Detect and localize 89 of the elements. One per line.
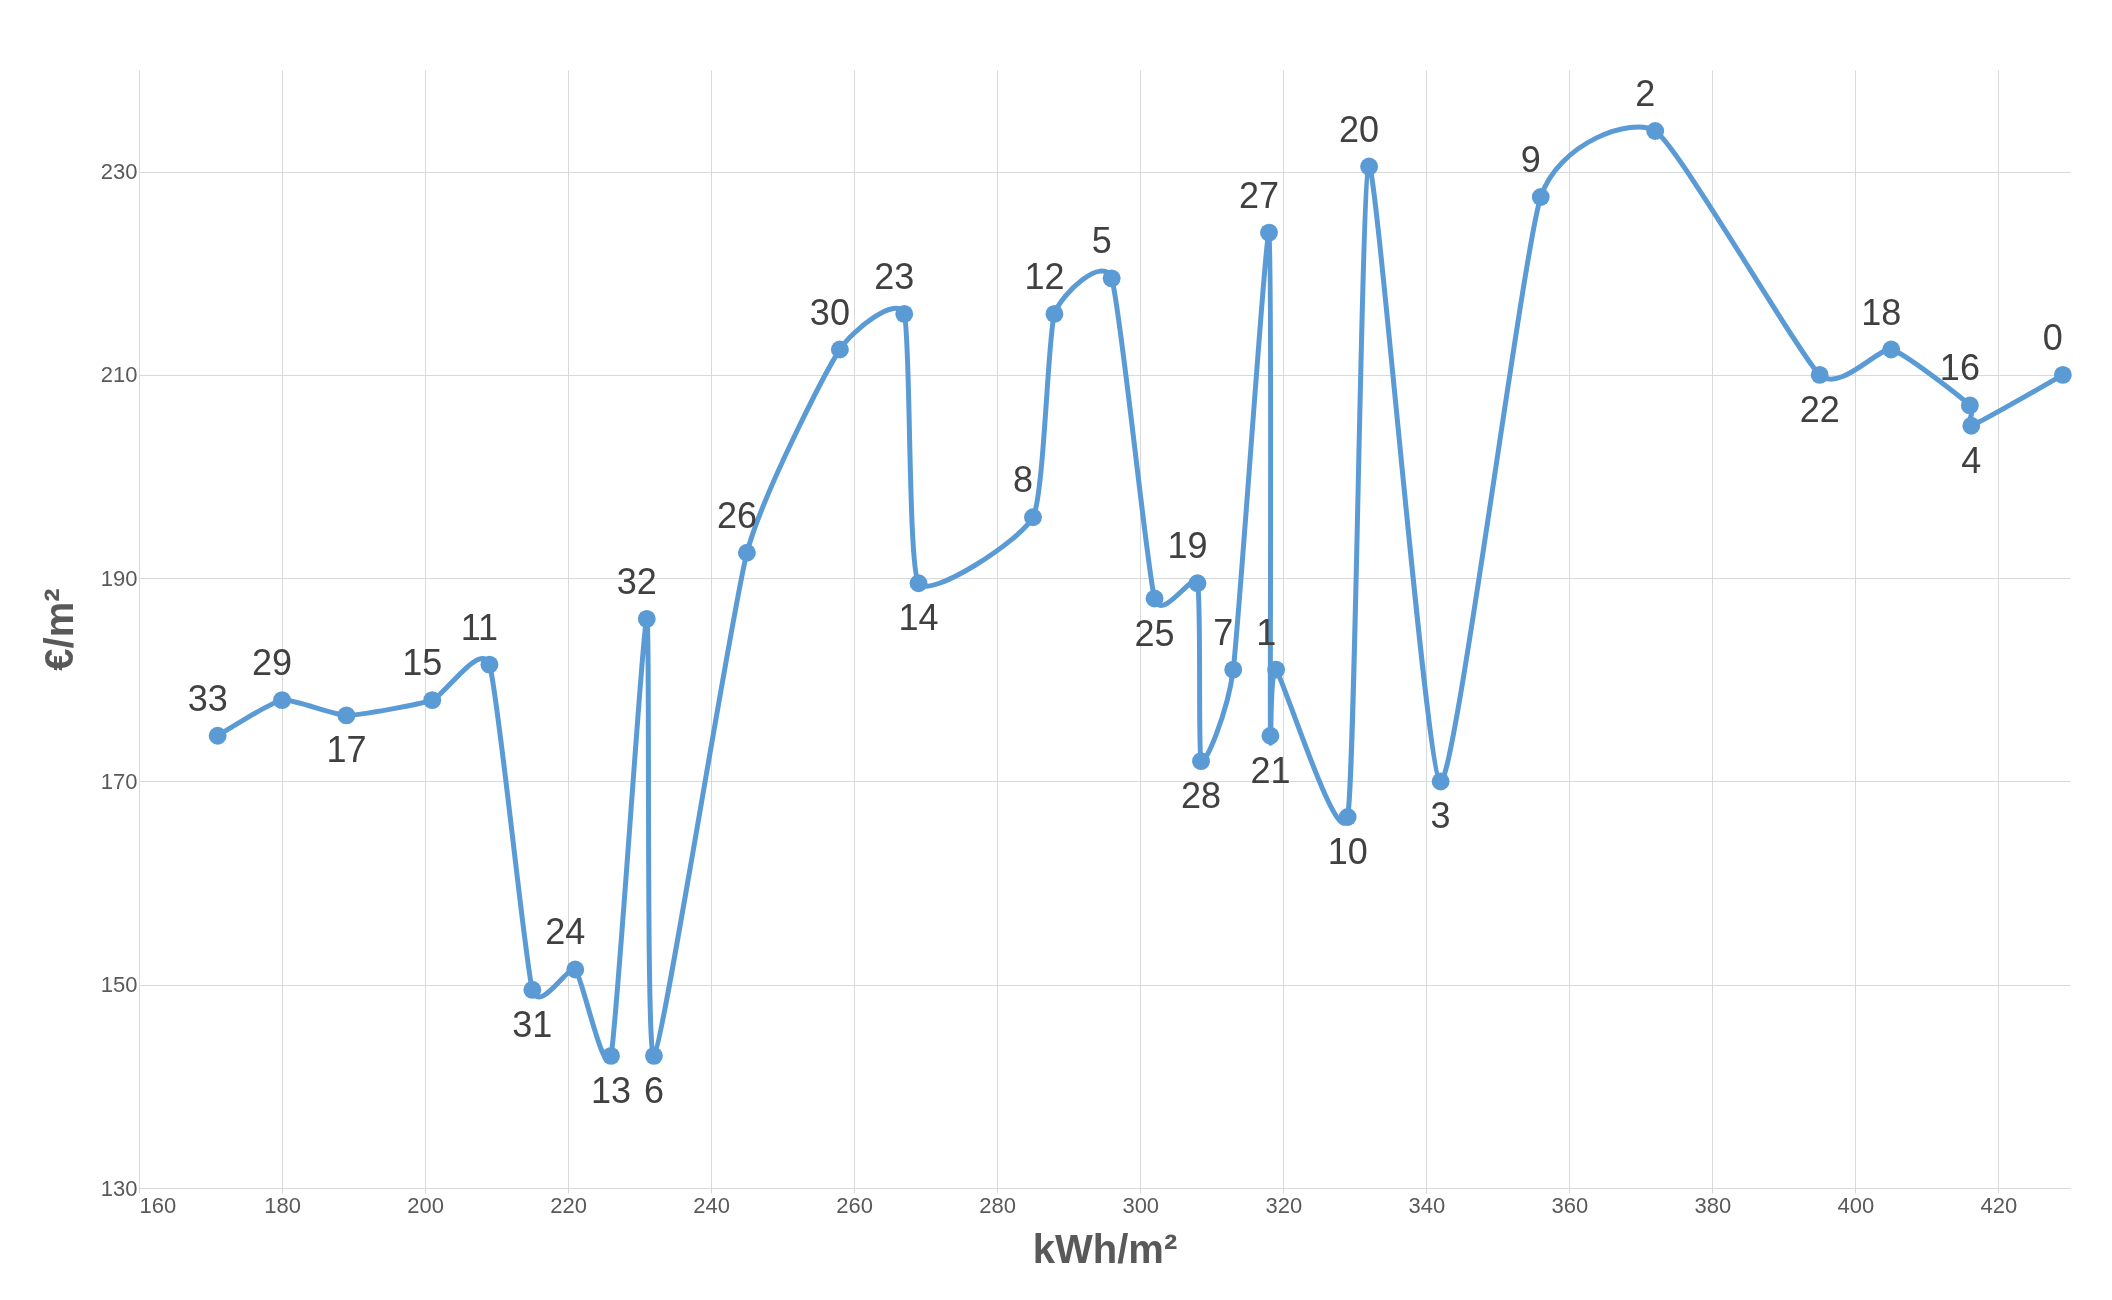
- annotation: 17: [326, 729, 367, 771]
- annotation: 25: [1134, 612, 1175, 654]
- x-tick-label: 400: [1837, 1192, 1875, 1218]
- point: [909, 574, 928, 593]
- annotation: 16: [1939, 347, 1980, 389]
- y-tick-label: 150: [100, 972, 138, 998]
- point: [1188, 574, 1207, 593]
- point: [480, 655, 499, 674]
- x-axis-title: kWh/m²: [1032, 1226, 1178, 1271]
- annotation: 11: [460, 606, 499, 648]
- y-axis-title: €/m²: [36, 588, 81, 671]
- annotation: 13: [591, 1069, 632, 1111]
- x-tick-label: 420: [1980, 1192, 2018, 1218]
- point: [1360, 157, 1379, 176]
- annotation: 6: [643, 1069, 664, 1111]
- x-tick-label: 380: [1694, 1192, 1732, 1218]
- annotation: 10: [1327, 831, 1368, 873]
- point: [1882, 340, 1901, 359]
- x-tick-label: 180: [264, 1192, 301, 1218]
- annotation: 3: [1430, 795, 1451, 837]
- annotation: 28: [1181, 775, 1222, 817]
- annotation: 29: [252, 642, 293, 684]
- point: [1260, 223, 1278, 242]
- y-tick-label: 190: [100, 565, 138, 591]
- point: [644, 1046, 663, 1065]
- y-tick-label: 210: [100, 362, 138, 388]
- annotation: 23: [874, 255, 915, 297]
- point: [1810, 365, 1829, 384]
- annotation: 8: [1012, 459, 1033, 501]
- x-tick-label: 160: [139, 1192, 177, 1218]
- annotation: 20: [1339, 108, 1380, 150]
- point: [895, 305, 914, 323]
- annotation: 24: [545, 911, 586, 953]
- annotation: 30: [809, 291, 850, 333]
- point: [637, 609, 656, 628]
- annotation: 26: [716, 494, 757, 536]
- annotation: 15: [402, 642, 443, 684]
- point: [1192, 752, 1210, 771]
- point: [423, 691, 442, 710]
- point: [1960, 396, 1979, 415]
- point: [1962, 416, 1981, 435]
- annotation: 31: [512, 1003, 553, 1045]
- x-tick-label: 260: [836, 1192, 874, 1218]
- x-tick-label: 340: [1408, 1192, 1446, 1218]
- point: [2053, 365, 2072, 384]
- x-tick-label: 300: [1122, 1192, 1160, 1218]
- annotation: 9: [1520, 139, 1541, 181]
- point: [1338, 808, 1357, 826]
- annotation: 5: [1091, 220, 1112, 262]
- point: [566, 960, 585, 979]
- x-tick-label: 280: [979, 1192, 1017, 1218]
- y-tick-label: 130: [100, 1175, 138, 1201]
- point: [830, 340, 849, 359]
- annotation: 0: [2042, 316, 2063, 358]
- point: [1102, 269, 1121, 288]
- annotation: 18: [1861, 291, 1902, 333]
- point: [1224, 660, 1243, 679]
- x-tick-label: 320: [1265, 1192, 1303, 1218]
- y-tick-label: 230: [100, 159, 138, 185]
- annotation: 21: [1250, 749, 1291, 791]
- point: [523, 980, 542, 999]
- x-tick-label: 240: [693, 1192, 731, 1218]
- annotation: 19: [1167, 525, 1208, 567]
- point: [1431, 772, 1450, 791]
- annotation: 14: [898, 597, 939, 639]
- annotation: 33: [187, 677, 228, 719]
- x-tick-label: 360: [1551, 1192, 1589, 1218]
- point: [1045, 305, 1064, 323]
- point: [337, 706, 356, 725]
- point: [1531, 188, 1550, 206]
- x-tick-label: 220: [550, 1192, 587, 1218]
- annotation: 4: [1961, 439, 1982, 481]
- point: [273, 691, 291, 710]
- point: [1145, 589, 1164, 608]
- point: [1646, 122, 1665, 140]
- x-tick-label: 200: [407, 1192, 444, 1218]
- point: [1261, 726, 1280, 745]
- annotation: 7: [1213, 611, 1234, 653]
- point: [602, 1046, 620, 1065]
- y-tick-label: 170: [100, 768, 138, 794]
- point: [737, 543, 756, 562]
- annotation: 27: [1238, 174, 1280, 216]
- point: [208, 726, 227, 745]
- annotation: 12: [1024, 255, 1065, 297]
- point: [1267, 660, 1286, 679]
- annotation: 32: [616, 560, 657, 602]
- annotation: 22: [1799, 388, 1840, 430]
- point: [1024, 508, 1042, 527]
- annotation: 2: [1635, 72, 1656, 114]
